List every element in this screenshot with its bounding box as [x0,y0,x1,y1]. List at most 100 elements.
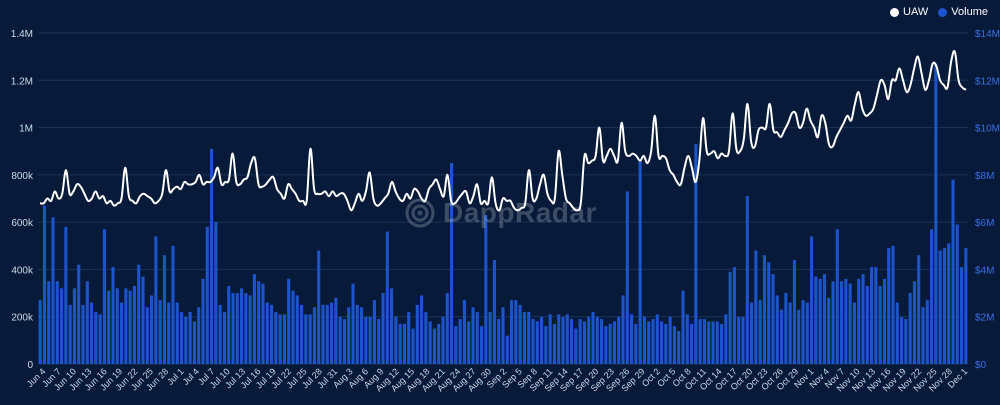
volume-bar[interactable] [458,319,462,364]
volume-bar[interactable] [42,205,46,364]
volume-bar[interactable] [540,316,544,364]
volume-bar[interactable] [724,314,728,364]
volume-bar[interactable] [270,304,274,364]
volume-bar[interactable] [934,63,938,365]
volume-bar[interactable] [55,281,59,364]
volume-bar[interactable] [801,300,805,364]
volume-bar[interactable] [205,226,209,364]
volume-bar[interactable] [955,224,959,364]
volume-bar[interactable] [308,314,312,364]
volume-bar[interactable] [128,290,132,364]
volume-bar[interactable] [531,319,535,364]
volume-bar[interactable] [360,307,364,364]
volume-bar[interactable] [167,302,171,364]
volume-bar[interactable] [964,248,968,364]
volume-bar[interactable] [377,319,381,364]
volume-bar[interactable] [522,311,526,364]
volume-bar[interactable] [364,316,368,364]
volume-bar[interactable] [162,255,166,364]
volume-bar[interactable] [570,319,574,364]
volume-bar[interactable] [257,281,261,364]
volume-bar[interactable] [188,311,192,364]
volume-bar[interactable] [870,267,874,364]
volume-bar[interactable] [895,302,899,364]
volume-bar[interactable] [762,255,766,364]
volume-bar[interactable] [381,293,385,364]
volume-bar[interactable] [124,288,128,364]
volume-bar[interactable] [527,311,531,364]
volume-bar[interactable] [171,245,175,364]
volume-bar[interactable] [137,264,141,364]
volume-bar[interactable] [947,243,951,364]
volume-bar[interactable] [604,326,608,364]
volume-bar[interactable] [81,304,85,364]
volume-bar[interactable] [930,229,934,364]
volume-bar[interactable] [454,326,458,364]
volume-bar[interactable] [462,300,466,364]
volume-bar[interactable] [420,295,424,364]
volume-bar[interactable] [535,321,539,364]
volume-bar[interactable] [291,290,295,364]
volume-bar[interactable] [788,302,792,364]
volume-bar[interactable] [402,323,406,364]
volume-bar[interactable] [660,321,664,364]
volume-bar[interactable] [107,290,111,364]
volume-bar[interactable] [690,323,694,364]
volume-bar[interactable] [921,307,925,364]
volume-bar[interactable] [582,321,586,364]
volume-bar[interactable] [492,259,496,364]
volume-bar[interactable] [394,316,398,364]
volume-bar[interactable] [612,321,616,364]
volume-bar[interactable] [210,148,214,364]
volume-bar[interactable] [415,304,419,364]
volume-bar[interactable] [840,281,844,364]
volume-bar[interactable] [655,314,659,364]
volume-bar[interactable] [471,307,475,364]
volume-bar[interactable] [94,311,98,364]
volume-bar[interactable] [265,302,269,364]
volume-bar[interactable] [827,297,831,364]
volume-bar[interactable] [737,316,741,364]
volume-bar[interactable] [150,295,154,364]
volume-bar[interactable] [557,314,561,364]
volume-bar[interactable] [702,319,706,364]
volume-bar[interactable] [47,281,51,364]
volume-bar[interactable] [960,267,964,364]
volume-bar[interactable] [672,326,676,364]
volume-bar[interactable] [158,300,162,364]
volume-bar[interactable] [887,248,891,364]
volume-bar[interactable] [467,321,471,364]
volume-bar[interactable] [351,283,355,364]
volume-bar[interactable] [197,307,201,364]
volume-bar[interactable] [711,321,715,364]
volume-bar[interactable] [180,311,184,364]
volume-bar[interactable] [261,283,265,364]
volume-bar[interactable] [685,314,689,364]
uaw-series-line[interactable] [39,50,967,212]
volume-bar[interactable] [844,278,848,364]
volume-bar[interactable] [240,288,244,364]
volume-bar[interactable] [475,311,479,364]
volume-bar[interactable] [184,316,188,364]
volume-bar[interactable] [368,316,372,364]
volume-bar[interactable] [480,326,484,364]
volume-bar[interactable] [98,314,102,364]
volume-bar[interactable] [771,274,775,364]
volume-bar[interactable] [450,163,454,364]
volume-bar[interactable] [797,309,801,364]
volume-bar[interactable] [274,311,278,364]
volume-bar[interactable] [677,330,681,364]
legend-item-uaw[interactable]: UAW [890,6,928,18]
volume-bar[interactable] [244,293,248,364]
volume-bar[interactable] [231,293,235,364]
volume-bar[interactable] [518,304,522,364]
volume-bar[interactable] [120,302,124,364]
volume-bar[interactable] [651,319,655,364]
volume-bar[interactable] [355,304,359,364]
volume-bar[interactable] [822,274,826,364]
volume-bar[interactable] [501,307,505,364]
volume-bar[interactable] [68,304,72,364]
volume-bar[interactable] [428,321,432,364]
volume-bar[interactable] [192,321,196,364]
volume-bar[interactable] [745,196,749,364]
